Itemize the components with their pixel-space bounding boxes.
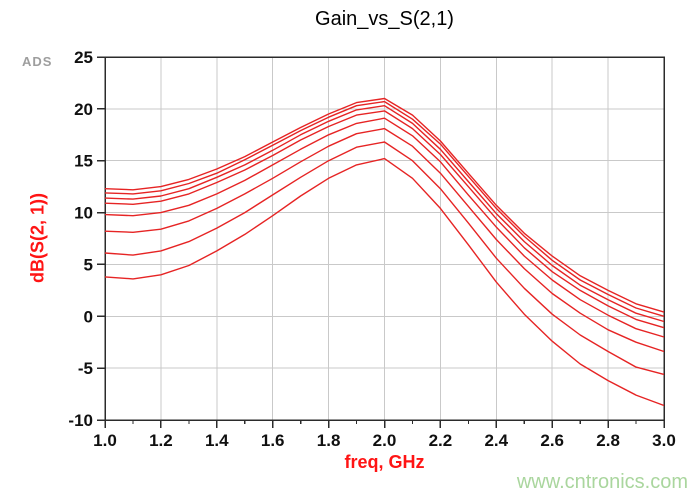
y-tick-label: 10	[74, 204, 93, 223]
gain-trace	[104, 110, 665, 329]
gain-trace	[104, 104, 665, 323]
gain-trace	[104, 157, 665, 407]
y-tick-label: 25	[74, 48, 93, 67]
x-tick-label: 1.6	[261, 431, 285, 450]
x-tick-label: 1.4	[205, 431, 229, 450]
x-tick-label: 1.8	[317, 431, 341, 450]
y-tick-label: 15	[74, 152, 93, 171]
gain-trace	[104, 141, 665, 376]
x-tick-label: 2.2	[429, 431, 453, 450]
watermark: www.cntronics.com	[516, 471, 688, 493]
x-tick-label: 3.0	[652, 431, 676, 450]
x-tick-label: 2.6	[540, 431, 564, 450]
ads-logo: ADS	[22, 54, 53, 69]
y-tick-label: 20	[74, 100, 93, 119]
y-tick-label: 5	[84, 255, 93, 274]
gain-trace	[104, 97, 665, 313]
chart-title: Gain_vs_S(2,1)	[315, 8, 454, 30]
y-axis-label: dB(S(2, 1))	[27, 193, 48, 283]
gain-trace	[104, 117, 665, 338]
x-tick-label: 2.8	[596, 431, 620, 450]
x-tick-label: 2.4	[484, 431, 508, 450]
y-tick-label: 0	[84, 307, 93, 326]
y-tick-label: -5	[78, 359, 93, 378]
x-tick-label: 2.0	[373, 431, 397, 450]
gain-trace	[104, 127, 665, 353]
x-tick-label: 1.0	[93, 431, 117, 450]
x-tick-label: 1.2	[149, 431, 173, 450]
x-axis-label: freq, GHz	[344, 452, 425, 472]
y-tick-label: -10	[68, 411, 93, 430]
gain-trace	[104, 100, 665, 317]
